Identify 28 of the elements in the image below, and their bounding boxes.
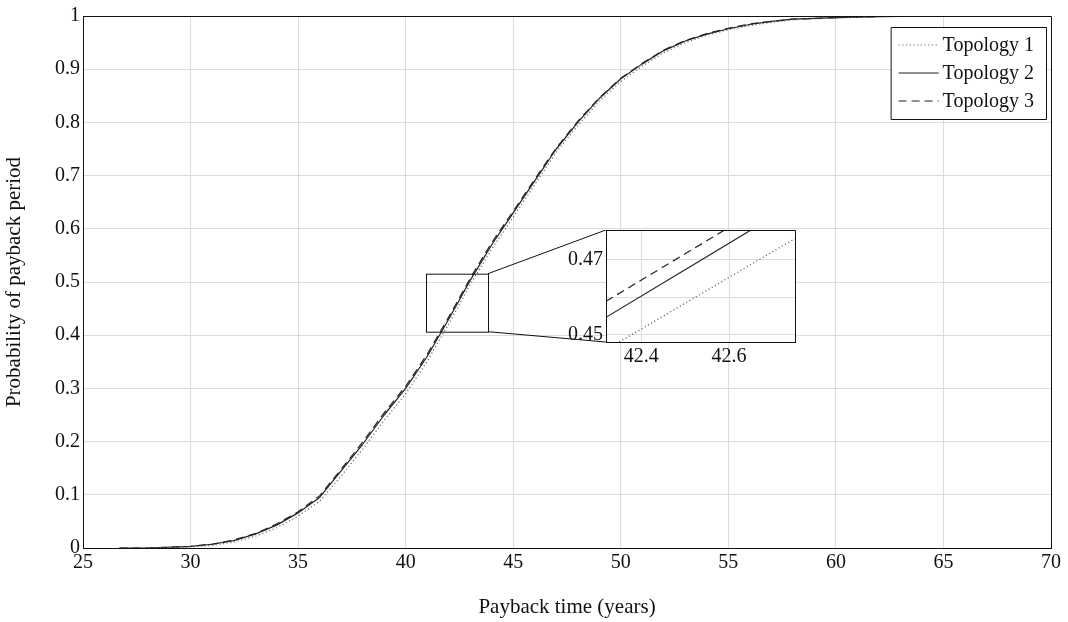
x-tick-label: 30 xyxy=(180,550,201,573)
y-tick-label: 0.47 xyxy=(568,247,603,270)
y-tick-label: 0.6 xyxy=(55,216,80,239)
legend-label: Topology 2 xyxy=(942,61,1035,85)
y-tick-label: 1 xyxy=(70,3,80,26)
y-tick-label: 0.4 xyxy=(55,322,80,345)
x-tick-label: 42.6 xyxy=(711,344,747,367)
y-tick-label: 0.9 xyxy=(55,56,80,79)
y-tick-label: 0.7 xyxy=(55,162,80,185)
x-tick-label: 42.4 xyxy=(623,344,659,367)
x-tick-label: 40 xyxy=(395,550,416,573)
x-tick-label: 65 xyxy=(933,550,954,573)
legend-label: Topology 1 xyxy=(942,33,1035,57)
x-axis-title: Payback time (years) xyxy=(478,593,656,618)
legend-label: Topology 3 xyxy=(942,89,1035,113)
x-tick-label: 55 xyxy=(718,550,739,573)
x-tick-label: 70 xyxy=(1041,550,1061,573)
y-tick-label: 0.2 xyxy=(55,428,80,451)
x-tick-label: 60 xyxy=(825,550,846,573)
x-tick-label: 35 xyxy=(288,550,309,573)
y-axis-title: Probability of payback period xyxy=(1,156,26,408)
y-tick-label: 0.1 xyxy=(55,482,80,505)
x-tick-label: 50 xyxy=(610,550,631,573)
y-tick-label: 0.8 xyxy=(55,109,80,132)
x-tick-label: 45 xyxy=(503,550,524,573)
y-tick-label: 0.5 xyxy=(55,269,80,292)
y-tick-label: 0.45 xyxy=(568,321,603,344)
y-tick-label: 0.3 xyxy=(55,375,80,398)
